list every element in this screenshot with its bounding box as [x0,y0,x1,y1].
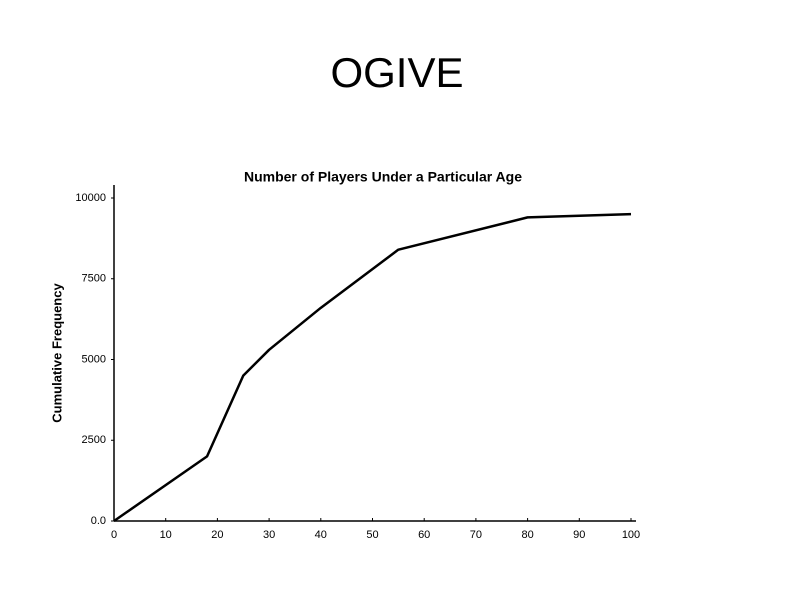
x-tick-label: 80 [521,529,533,541]
x-tick-label: 50 [366,529,378,541]
y-tick-label: 10000 [75,192,106,204]
x-tick-label: 60 [418,529,430,541]
y-tick-label: 5000 [82,353,106,365]
slide-title: OGIVE [330,49,463,96]
x-tick-label: 40 [315,529,327,541]
x-tick-label: 90 [573,529,585,541]
y-tick-label: 7500 [82,273,106,285]
x-tick-label: 0 [111,529,117,541]
y-tick-label: 2500 [82,434,106,446]
x-tick-label: 70 [470,529,482,541]
x-tick-label: 20 [211,529,223,541]
x-tick-label: 100 [622,529,640,541]
y-axis-label: Cumulative Frequency [49,283,64,423]
x-tick-label: 10 [160,529,172,541]
x-tick-label: 30 [263,529,275,541]
y-tick-label: 0.0 [91,515,106,527]
chart-title: Number of Players Under a Particular Age [244,169,522,185]
ogive-line [113,212,632,523]
